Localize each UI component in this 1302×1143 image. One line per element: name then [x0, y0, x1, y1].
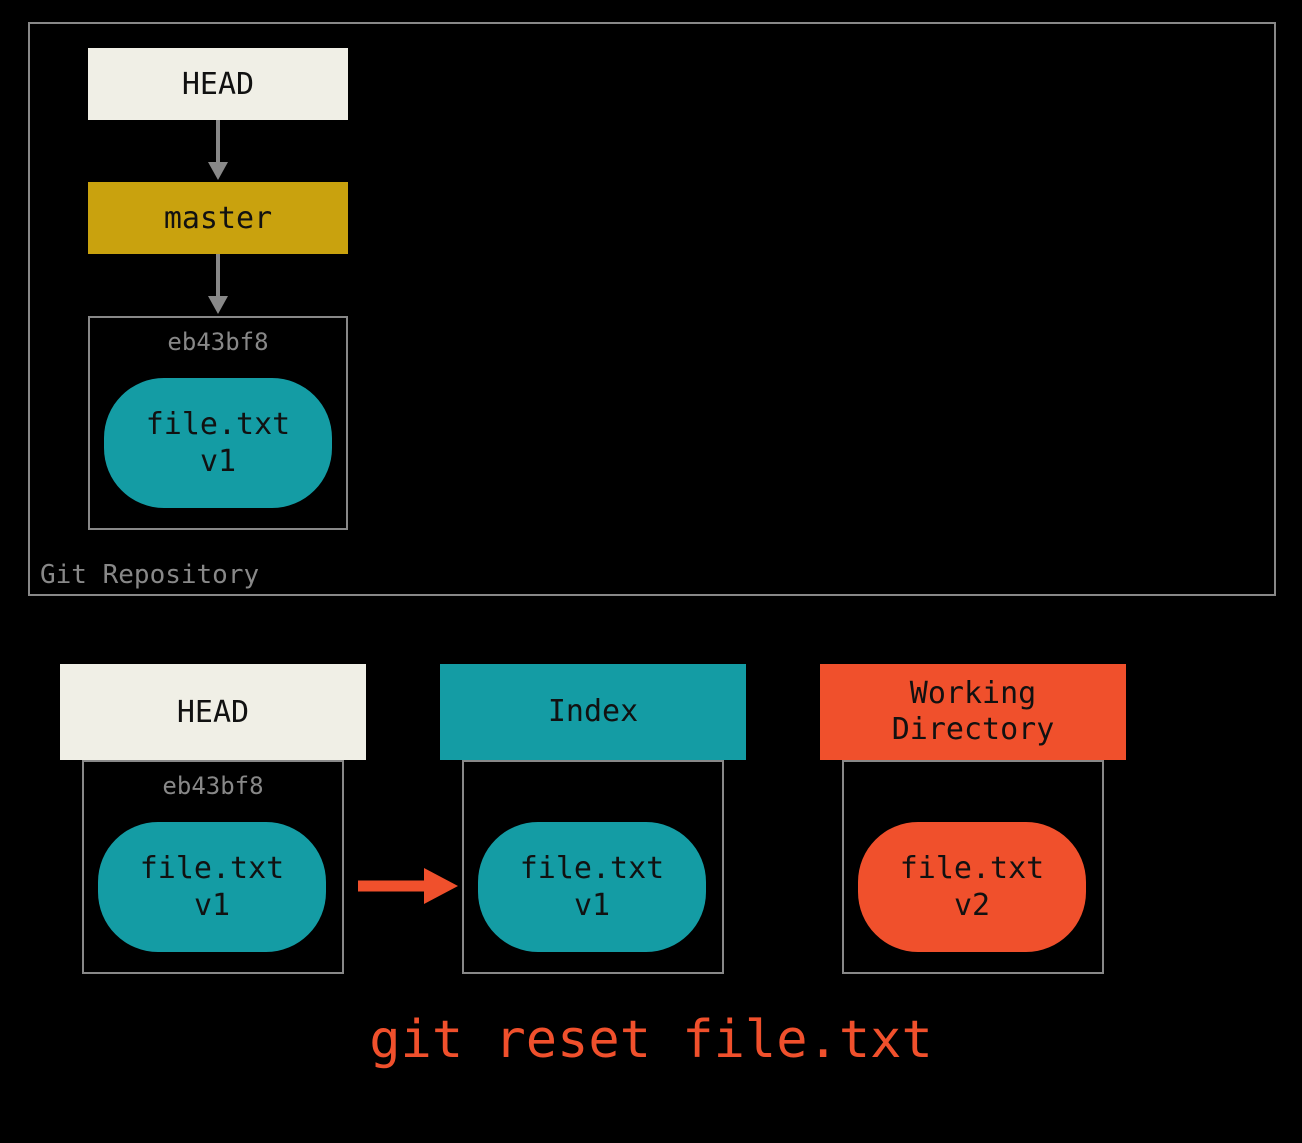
- file-pill-working: file.txt v2: [858, 822, 1086, 952]
- working-header-line2: Directory: [892, 712, 1055, 747]
- file-pill-index: file.txt v1: [478, 822, 706, 952]
- file-name: file.txt: [146, 406, 291, 444]
- file-version: v2: [954, 887, 990, 925]
- file-name: file.txt: [900, 850, 1045, 888]
- commit-hash-bottom: eb43bf8: [84, 772, 342, 800]
- file-pill-head: file.txt v1: [98, 822, 326, 952]
- file-version: v1: [574, 887, 610, 925]
- index-header-label: Index: [548, 694, 638, 730]
- head-header-bottom: HEAD: [60, 664, 366, 760]
- file-version: v1: [194, 887, 230, 925]
- working-header-line1: Working: [910, 676, 1036, 711]
- head-header-label: HEAD: [177, 695, 249, 730]
- head-label: HEAD: [182, 67, 254, 102]
- branch-label: master: [164, 201, 272, 236]
- index-header: Index: [440, 664, 746, 760]
- arrow-head-to-master: [200, 120, 236, 182]
- head-box-top: HEAD: [88, 48, 348, 120]
- command-text: git reset file.txt: [0, 1010, 1302, 1070]
- file-name: file.txt: [520, 850, 665, 888]
- file-version: v1: [200, 443, 236, 481]
- branch-box: master: [88, 182, 348, 254]
- commit-hash-top: eb43bf8: [90, 328, 346, 356]
- file-name: file.txt: [140, 850, 285, 888]
- arrow-master-to-commit: [200, 254, 236, 316]
- arrow-reset: [352, 858, 464, 914]
- repo-label: Git Repository: [40, 560, 259, 590]
- working-header: Working Directory: [820, 664, 1126, 760]
- file-pill-top: file.txt v1: [104, 378, 332, 508]
